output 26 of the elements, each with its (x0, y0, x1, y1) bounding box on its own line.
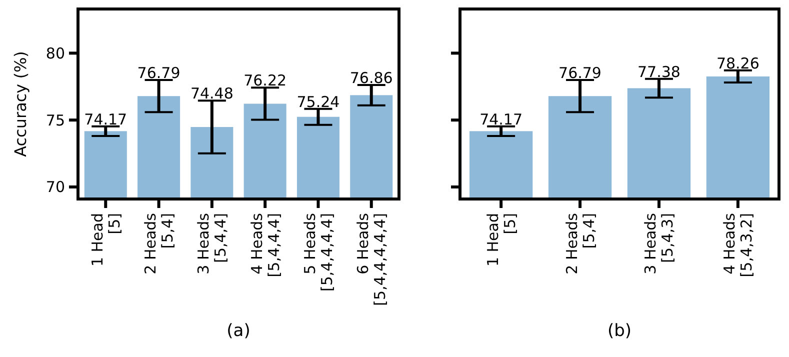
x-axis-title: (a) (226, 321, 250, 341)
data-label: 76.86 (350, 69, 393, 87)
x-tick-label: 5 Heads [5,4,4,4,4] (300, 212, 336, 292)
y-tick-label: 70 (46, 178, 65, 196)
x-tick-label: 4 Heads [5,4,3,2] (720, 212, 756, 278)
x-tick-label: 3 Heads [5,4,4] (194, 212, 230, 274)
data-label: 74.17 (84, 110, 128, 128)
x-tick-label: 2 Heads [5,4] (142, 212, 177, 274)
data-label: 76.79 (558, 64, 602, 82)
y-tick-label: 80 (46, 44, 65, 62)
data-label: 78.26 (716, 54, 760, 72)
x-tick-label: 1 Head [5] (88, 213, 124, 267)
data-label: 74.17 (480, 110, 523, 128)
data-label: 76.22 (244, 72, 287, 90)
x-tick-label: 3 Heads [5,4,3] (642, 212, 677, 274)
data-label: 77.38 (638, 62, 680, 81)
y-axis-title: Accuracy (%) (11, 51, 30, 157)
x-tick-label: 4 Heads [5,4,4,4] (248, 212, 283, 278)
data-label: 76.79 (137, 64, 180, 82)
x-axis-title: (b) (607, 321, 632, 341)
x-tick-label: 1 Head [5] (484, 213, 519, 267)
data-label: 75.24 (296, 92, 340, 111)
data-label: 74.48 (190, 84, 234, 103)
y-tick-label: 75 (46, 111, 65, 130)
x-tick-label: 2 Heads [5,4] (562, 212, 598, 274)
x-tick-label: 6 Heads [5,4,4,4,4,4] (354, 212, 390, 306)
